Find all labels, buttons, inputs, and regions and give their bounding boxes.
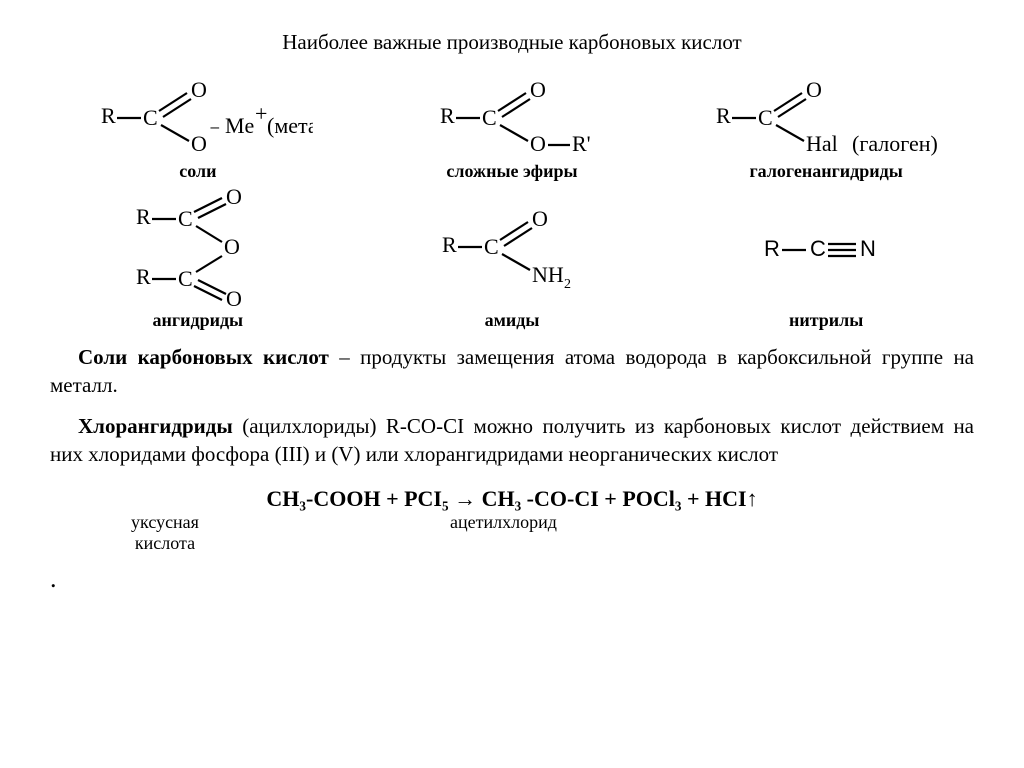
structure-row-1: R C O O ⁻ Me + (металл) соли R [50,75,974,182]
label-halides: галогенангидриды [678,161,974,182]
reagent-label-1a: уксусная [50,512,280,533]
structure-salts: R C O O ⁻ Me + (металл) [50,75,346,159]
structure-amides: R C O NH 2 [364,188,660,308]
svg-text:NH: NH [532,262,564,287]
svg-text:O: O [530,77,546,102]
svg-text:C: C [178,206,193,231]
label-anhydrides: ангидриды [50,310,346,331]
product-label: ацетилхлорид [450,512,557,554]
paragraph-salts: Соли карбоновых кислот – продукты замеще… [50,343,974,400]
reaction-equation: CH₃-COOH + PCI₅ → CH₃ -CO-CI + POCl₃ + H… [50,486,974,512]
svg-text:+: + [255,101,267,126]
svg-text:R: R [442,232,457,257]
svg-text:C: C [482,105,497,130]
svg-text:O: O [532,206,548,231]
svg-text:R: R [764,236,780,261]
svg-text:C: C [178,266,193,291]
para1-bold: Соли карбоновых кислот [78,345,329,369]
annot-metal: (металл) [267,113,313,138]
svg-text:O: O [806,77,822,102]
reagent-label-1b: кислота [50,533,280,554]
cell-halides: R C O Hal (галоген) галогенангидриды [678,75,974,182]
svg-text:⁻: ⁻ [209,119,221,144]
cell-salts: R C O O ⁻ Me + (металл) соли [50,75,346,182]
structure-row-2: R C O O R C O ангидриды [50,188,974,331]
structure-halides: R C O Hal (галоген) [678,75,974,159]
para2-bold: Хлорангидриды [78,414,233,438]
svg-text:R': R' [572,131,591,156]
label-salts: соли [50,161,346,182]
svg-text:R: R [440,103,455,128]
label-esters: сложные эфиры [364,161,660,182]
svg-text:R: R [716,103,731,128]
structure-esters: R C O O R' [364,75,660,159]
paragraph-chlorides: Хлорангидриды (ацилхлориды) R-CO-CI можн… [50,412,974,469]
cell-nitriles: R C N нитрилы [678,188,974,331]
svg-text:O: O [226,286,242,308]
label-nitriles: нитрилы [678,310,974,331]
bullet-dot: . [50,564,974,594]
cell-esters: R C O O R' сложные эфиры [364,75,660,182]
svg-text:O: O [191,77,207,102]
svg-text:R: R [136,264,151,289]
svg-text:Me: Me [225,113,254,138]
svg-text:O: O [224,234,240,259]
svg-text:O: O [191,131,207,156]
cell-anhydrides: R C O O R C O ангидриды [50,188,346,331]
cell-amides: R C O NH 2 амиды [364,188,660,331]
svg-text:C: C [810,236,826,261]
svg-text:O: O [530,131,546,156]
structure-nitriles: R C N [678,188,974,308]
page-title: Наиболее важные производные карбоновых к… [50,30,974,55]
svg-text:R: R [101,103,116,128]
svg-text:C: C [143,105,158,130]
svg-text:2: 2 [564,277,571,292]
svg-text:R: R [136,204,151,229]
svg-text:C: C [758,105,773,130]
annot-halogen: (галоген) [852,131,938,156]
svg-text:N: N [860,236,876,261]
svg-text:O: O [226,188,242,209]
svg-text:Hal: Hal [806,131,838,156]
reaction-block: CH₃-COOH + PCI₅ → CH₃ -CO-CI + POCl₃ + H… [50,486,974,554]
svg-text:C: C [484,234,499,259]
structure-anhydrides: R C O O R C O [50,188,346,308]
label-amides: амиды [364,310,660,331]
